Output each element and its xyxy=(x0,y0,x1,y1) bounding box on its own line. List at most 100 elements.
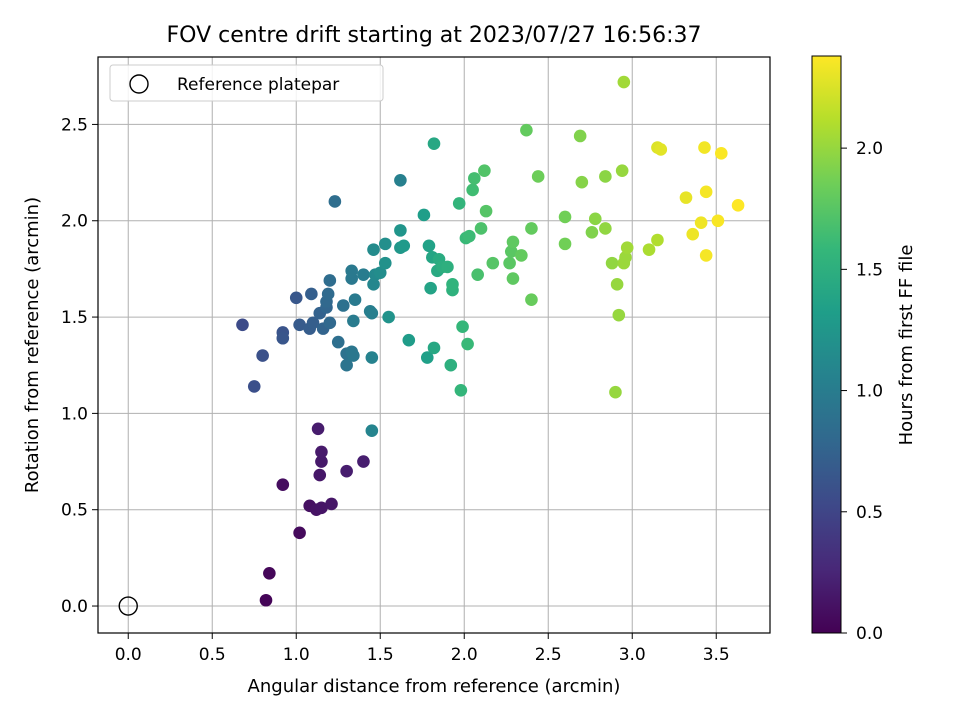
data-point xyxy=(263,566,276,580)
data-point xyxy=(256,349,269,362)
data-point xyxy=(323,316,337,330)
data-point xyxy=(642,243,656,256)
y-tick-label: 0.5 xyxy=(61,501,88,521)
data-point xyxy=(402,333,416,347)
data-point xyxy=(336,299,350,312)
x-axis-ticks: 0.0 0.5 1.0 1.5 2.0 2.5 3.0 3.5 xyxy=(115,633,730,665)
data-point xyxy=(504,245,518,258)
data-point xyxy=(378,237,392,251)
data-point xyxy=(515,249,528,262)
y-tick-label: 1.0 xyxy=(61,404,88,424)
data-point xyxy=(417,208,431,222)
colorbar-tick-label: 1.5 xyxy=(856,260,883,280)
data-point xyxy=(305,287,318,301)
legend-box xyxy=(109,64,384,102)
data-point xyxy=(427,137,441,150)
colorbar-ticks: 0.0 0.5 1.0 1.5 2.0 xyxy=(841,139,883,644)
data-point xyxy=(620,241,634,255)
data-point xyxy=(315,501,328,515)
x-tick-label: 0.0 xyxy=(115,645,142,665)
legend: Reference platepar xyxy=(109,64,384,102)
data-point xyxy=(293,526,306,540)
x-tick-label: 1.0 xyxy=(283,645,310,665)
y-tick-label: 2.5 xyxy=(61,115,88,135)
data-point xyxy=(461,337,474,351)
data-point xyxy=(573,129,587,143)
data-point xyxy=(474,222,488,235)
y-axis-label: Rotation from reference (arcmin) xyxy=(22,197,43,493)
data-point xyxy=(462,229,476,243)
data-point xyxy=(506,235,520,249)
x-axis-label: Angular distance from reference (arcmin) xyxy=(248,676,621,697)
data-point xyxy=(311,422,325,436)
data-point xyxy=(444,358,458,372)
x-tick-label: 2.5 xyxy=(535,645,562,665)
data-point xyxy=(605,256,619,270)
data-point xyxy=(531,170,545,183)
data-point xyxy=(289,291,303,305)
data-point xyxy=(373,266,387,280)
data-point xyxy=(558,237,572,251)
data-point xyxy=(558,210,572,224)
data-point xyxy=(365,351,379,364)
colorbar xyxy=(811,55,842,634)
chart-title: FOV centre drift starting at 2023/07/27 … xyxy=(167,23,702,48)
data-point xyxy=(486,256,500,270)
data-point xyxy=(503,256,516,270)
data-point xyxy=(525,222,538,235)
data-point xyxy=(367,243,380,256)
x-tick-label: 3.5 xyxy=(703,645,730,665)
data-point xyxy=(699,185,713,199)
data-point xyxy=(609,385,622,399)
data-point xyxy=(325,497,338,511)
data-point xyxy=(422,239,436,253)
reference-marker-layer xyxy=(118,596,138,616)
data-point xyxy=(321,287,335,301)
data-point xyxy=(466,183,479,197)
data-point xyxy=(588,212,602,226)
colorbar-tick-label: 0.5 xyxy=(856,503,883,523)
data-point xyxy=(347,314,360,328)
data-point xyxy=(247,380,261,393)
data-point xyxy=(468,172,481,185)
colorbar-tick-label: 0.0 xyxy=(856,624,883,644)
data-point xyxy=(506,272,520,285)
x-tick-label: 3.0 xyxy=(619,645,646,665)
data-point xyxy=(357,455,370,468)
legend-reference-marker xyxy=(129,74,149,94)
data-point xyxy=(306,316,320,330)
data-point xyxy=(454,383,468,397)
colorbar-tick-label: 1.0 xyxy=(856,382,883,402)
data-point xyxy=(654,143,668,156)
data-point xyxy=(382,310,395,324)
data-point xyxy=(694,216,708,229)
data-point xyxy=(340,358,353,372)
data-point xyxy=(612,308,626,322)
data-point xyxy=(347,349,360,362)
data-point xyxy=(525,293,538,307)
data-point xyxy=(348,293,362,307)
data-point xyxy=(394,224,407,237)
legend-entry-label: Reference platepar xyxy=(177,75,339,95)
colorbar-tick-label: 2.0 xyxy=(856,139,883,159)
x-tick-label: 2.0 xyxy=(451,645,478,665)
data-point xyxy=(711,214,725,228)
data-point xyxy=(698,141,711,154)
y-axis-ticks: 0.0 0.5 1.0 1.5 2.0 2.5 xyxy=(61,115,98,617)
data-point xyxy=(313,468,327,482)
data-point xyxy=(340,464,353,478)
data-point xyxy=(520,123,533,137)
data-point xyxy=(293,318,306,332)
data-point xyxy=(345,264,358,278)
data-point xyxy=(276,478,290,491)
data-point xyxy=(615,164,629,177)
data-point xyxy=(679,191,693,204)
data-point xyxy=(585,226,599,239)
y-tick-label: 2.0 xyxy=(61,212,88,232)
data-point xyxy=(446,278,459,291)
plot-frame xyxy=(97,56,771,634)
data-point xyxy=(394,173,407,187)
colorbar-label: Hours from first FF file xyxy=(896,245,917,446)
x-tick-label: 0.5 xyxy=(199,645,226,665)
